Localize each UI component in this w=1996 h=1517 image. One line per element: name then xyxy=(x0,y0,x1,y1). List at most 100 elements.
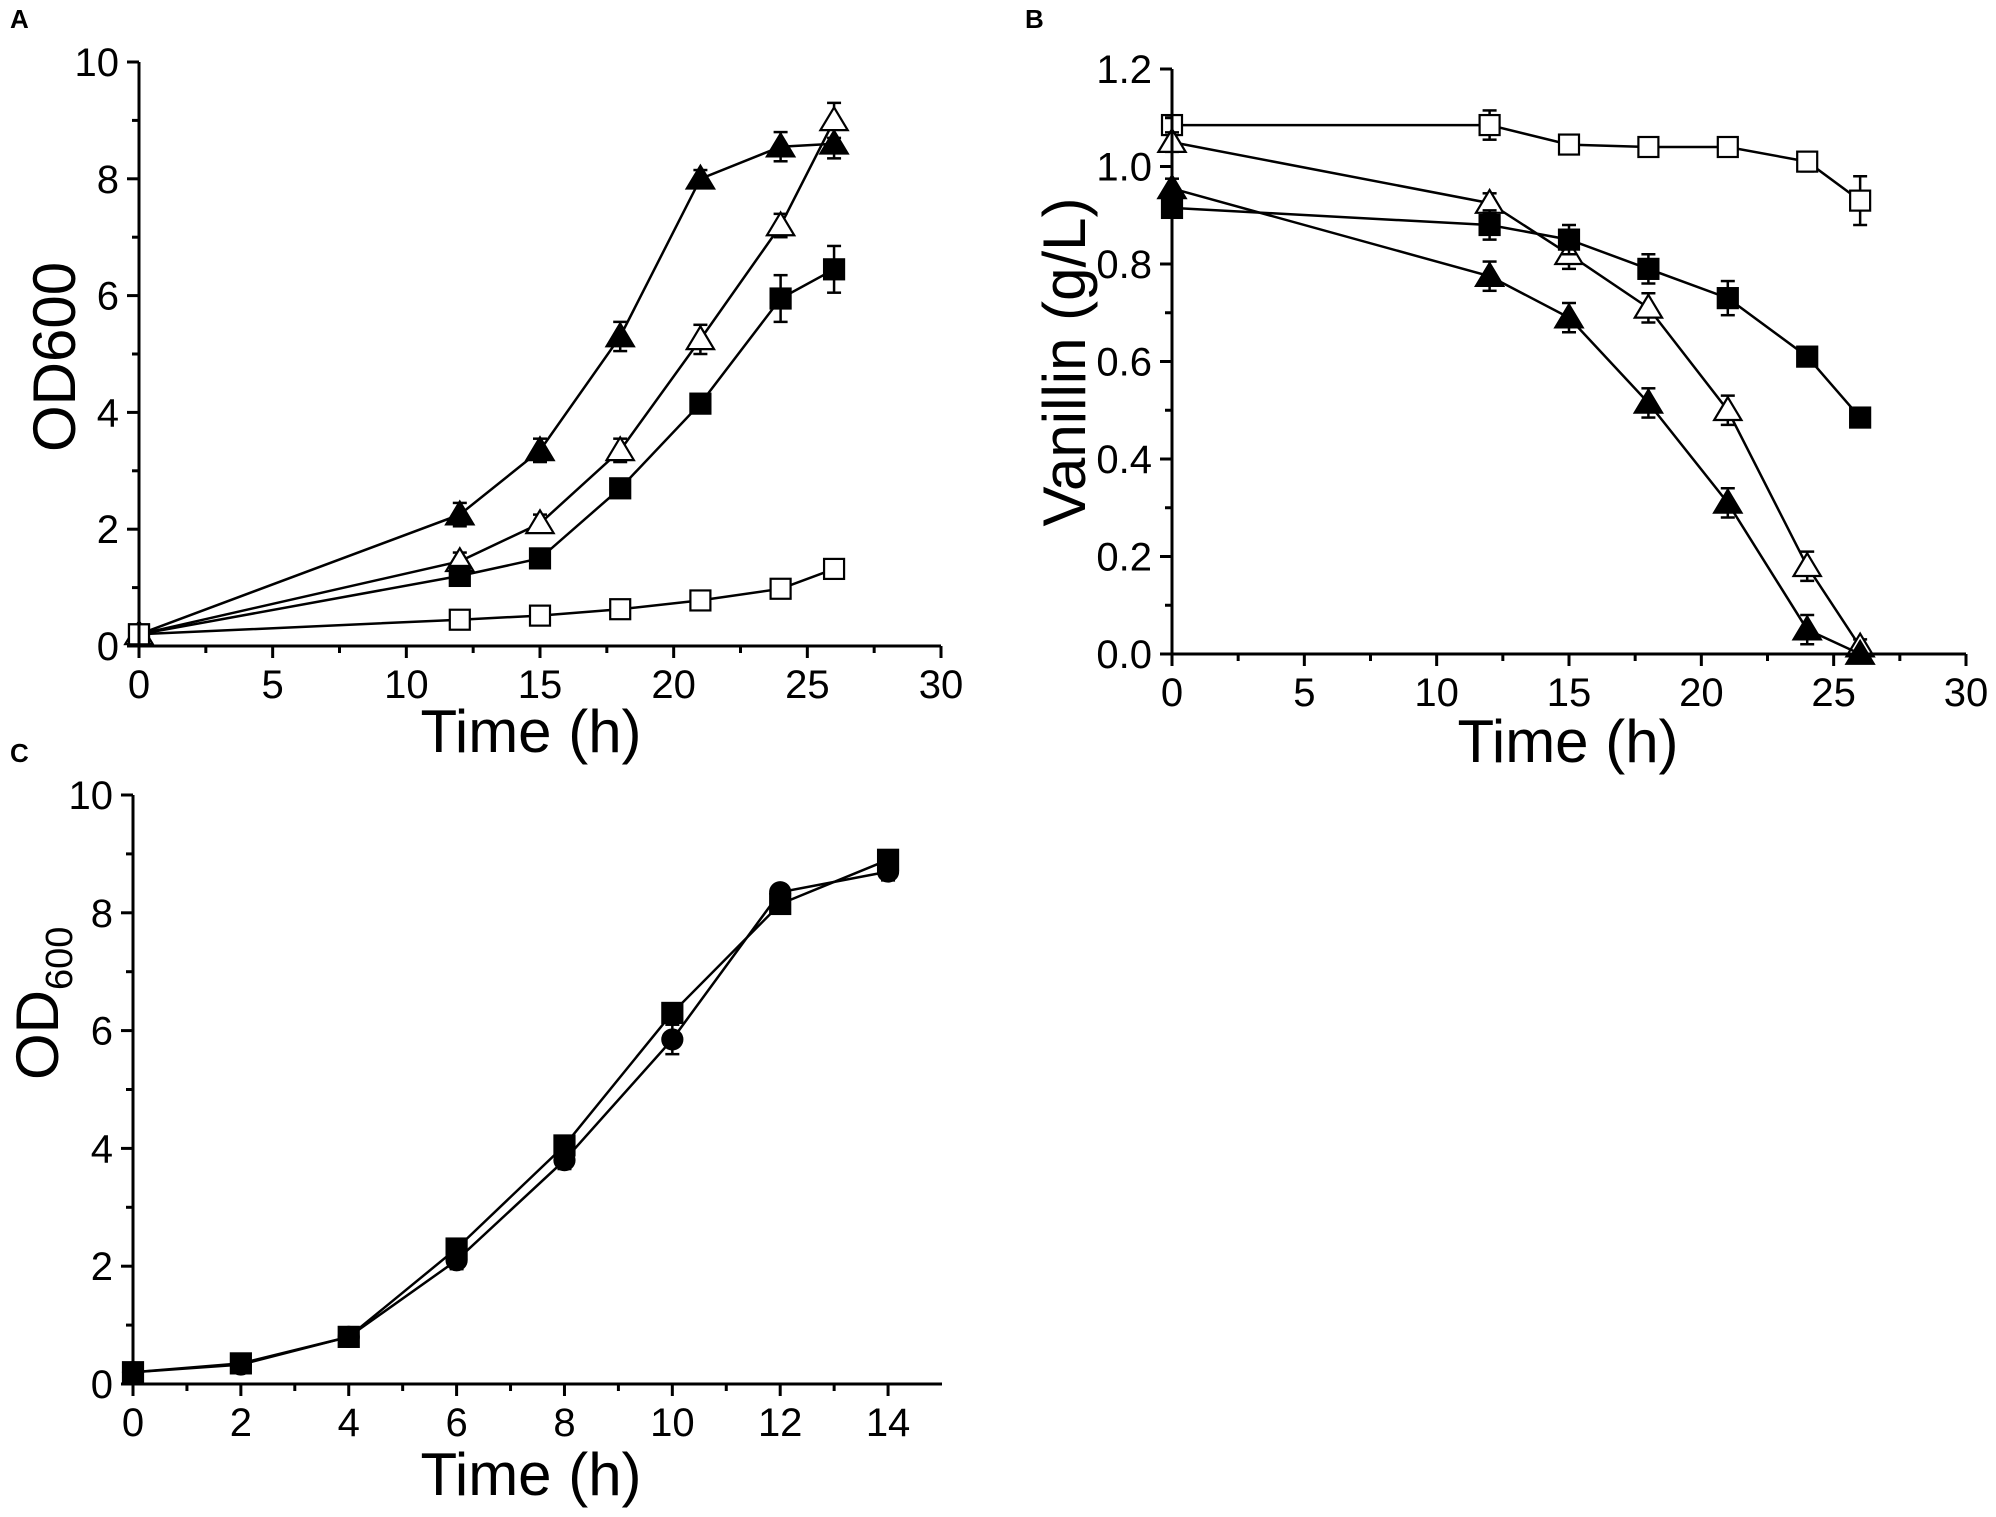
y-tick-label-a: 4 xyxy=(97,391,119,435)
data-point xyxy=(1557,228,1581,251)
data-point xyxy=(769,287,792,310)
data-point xyxy=(604,435,636,462)
data-point xyxy=(1796,345,1819,368)
x-tick-label-b: 0 xyxy=(1161,671,1183,715)
x-tick-label-c: 10 xyxy=(650,1401,695,1445)
y-tick-label-c: 4 xyxy=(91,1127,113,1171)
y-axis-title-a: OD600 xyxy=(21,262,88,452)
y-tick-label-b: 0.8 xyxy=(1096,243,1152,287)
data-point xyxy=(1632,387,1664,414)
data-point xyxy=(1796,150,1819,173)
y-tick-label-b: 0.6 xyxy=(1096,341,1152,385)
data-point xyxy=(337,1325,360,1348)
x-axis-title-a: Time (h) xyxy=(420,698,641,765)
x-tick-label-b: 10 xyxy=(1414,671,1459,715)
series-line xyxy=(138,567,835,636)
panel-c: C 0 2 4 6 8 10 12 14 0 2 4 6 8 10 Time (h) OD600 xyxy=(4,738,942,1508)
data-point xyxy=(769,577,792,600)
x-tick-label-c: 8 xyxy=(553,1401,575,1445)
y-tick-label-c: 6 xyxy=(91,1010,113,1054)
data-point xyxy=(1712,395,1744,422)
x-tick-label-a: 0 xyxy=(128,663,150,707)
x-tick-label-b: 20 xyxy=(1679,671,1724,715)
data-point xyxy=(1849,189,1872,212)
data-point xyxy=(524,508,556,535)
data-point xyxy=(448,564,471,588)
y-tick-label-a: 8 xyxy=(97,158,119,202)
data-point xyxy=(1637,135,1660,159)
data-point xyxy=(818,105,850,132)
x-tick-label-a: 10 xyxy=(384,663,429,707)
data-point xyxy=(684,163,716,190)
y-axis-title-c-main: OD xyxy=(4,990,71,1080)
data-point xyxy=(1553,302,1585,329)
data-point xyxy=(765,210,797,237)
series-a-square-filled xyxy=(127,244,846,646)
data-point xyxy=(661,1028,684,1051)
data-point xyxy=(822,258,846,281)
series-line xyxy=(138,142,835,636)
series-line xyxy=(1171,206,1862,419)
y-axis-title-b: Vanillin (g/L) xyxy=(1031,197,1098,526)
data-point xyxy=(1716,135,1739,159)
data-point xyxy=(1637,257,1660,280)
panel-a: A 0 5 10 15 20 25 30 0 2 4 6 8 10 Time (h) OD600 xyxy=(10,4,963,765)
data-point xyxy=(1716,287,1739,310)
data-point xyxy=(1791,551,1823,578)
x-tick-label-b: 25 xyxy=(1811,671,1856,715)
data-point xyxy=(1844,638,1876,665)
series-b-square-open xyxy=(1160,109,1872,227)
y-tick-label-b: 0.2 xyxy=(1096,536,1152,580)
data-point xyxy=(1557,133,1581,156)
y-tick-label-a: 6 xyxy=(97,275,119,319)
x-tick-label-c: 0 xyxy=(122,1401,144,1445)
data-point xyxy=(528,604,552,627)
x-axis-title-b: Time (h) xyxy=(1457,708,1678,775)
series-line xyxy=(138,119,836,636)
series-c-square-filled xyxy=(121,848,900,1384)
data-point xyxy=(1791,614,1823,641)
data-point xyxy=(1849,406,1872,429)
y-axis-title-c: OD600 xyxy=(4,927,81,1080)
data-point xyxy=(524,435,556,462)
series-c-circle-filled xyxy=(121,860,900,1384)
y-tick-label-a: 0 xyxy=(97,625,119,669)
y-tick-label-b: 0.4 xyxy=(1096,438,1152,482)
panel-letter-b: B xyxy=(1025,4,1044,34)
x-tick-label-a: 30 xyxy=(919,663,964,707)
data-point xyxy=(818,128,850,155)
x-tick-label-a: 20 xyxy=(651,663,696,707)
series-line xyxy=(132,858,889,1374)
x-tick-label-c: 2 xyxy=(230,1401,252,1445)
data-point xyxy=(1712,487,1744,514)
panel-letter-a: A xyxy=(10,4,29,34)
y-tick-label-a: 2 xyxy=(97,508,119,552)
data-point xyxy=(444,499,476,526)
x-tick-label-b: 30 xyxy=(1944,671,1989,715)
data-point xyxy=(604,321,636,348)
series-line xyxy=(1171,187,1861,656)
x-tick-label-c: 6 xyxy=(445,1401,467,1445)
series-a-square-open xyxy=(127,557,846,646)
data-point xyxy=(609,477,632,500)
data-point xyxy=(684,324,716,351)
data-point xyxy=(1478,113,1501,137)
y-tick-label-b: 1.0 xyxy=(1096,146,1152,190)
data-point xyxy=(229,1353,252,1376)
series-a-triangle-open xyxy=(123,101,850,646)
x-tick-label-b: 15 xyxy=(1547,671,1592,715)
series-line xyxy=(138,268,835,636)
x-tick-label-a: 5 xyxy=(262,663,284,707)
x-tick-label-b: 5 xyxy=(1293,671,1315,715)
data-point xyxy=(769,881,792,904)
y-axis-title-c-subscript: 600 xyxy=(39,927,81,990)
data-point xyxy=(689,589,712,612)
x-tick-label-a: 25 xyxy=(785,663,830,707)
y-tick-label-b: 0.0 xyxy=(1096,633,1152,677)
data-point xyxy=(876,860,900,883)
data-point xyxy=(661,1001,684,1025)
panel-letter-c: C xyxy=(10,738,29,768)
data-point xyxy=(1632,292,1664,319)
y-tick-label-c: 10 xyxy=(69,774,114,818)
